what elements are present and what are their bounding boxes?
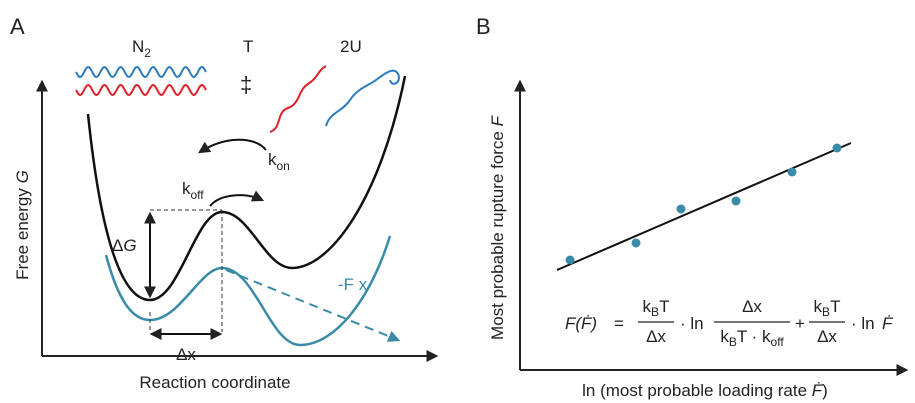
y-axis-title-symbol: G [13, 170, 32, 183]
point [787, 167, 797, 177]
state-text: N [132, 37, 144, 56]
x-axis-title: Reaction coordinate [139, 373, 290, 392]
panel-label: A [10, 14, 25, 39]
transition-symbol: ‡ [240, 72, 252, 97]
force-label: -F x [338, 275, 368, 294]
x-axis-title-symbol: Ḟ [812, 381, 824, 400]
unfolded-strand [325, 69, 400, 127]
sub: B [822, 305, 830, 319]
x-axis-title-close: ) [822, 381, 828, 400]
delta-g-label: ΔG [112, 236, 137, 255]
kon-label: kon [268, 150, 290, 173]
formula-lhs: F(Ḟ) [565, 314, 597, 333]
formula-plus: + [795, 314, 805, 333]
formula: F(Ḟ) = kBT Δx · ln Δx kBT · koff + kBT Δ… [565, 297, 894, 349]
formula-num: kBT [643, 297, 670, 319]
native-strand [75, 65, 207, 79]
formula-den: Δx [817, 327, 837, 346]
sub: B [651, 305, 659, 319]
t: T [659, 297, 669, 316]
k: k [720, 327, 729, 346]
x-axis-title-text: ln (most probable loading rate [582, 381, 812, 400]
y-axis-title-text: Free energy [13, 183, 32, 279]
point [676, 204, 686, 214]
k: k [814, 297, 823, 316]
energy-curve [86, 75, 407, 302]
delta-g-text: Δ [112, 236, 123, 255]
point [631, 238, 641, 248]
native-strand [75, 83, 207, 97]
koff-sub: off [191, 188, 205, 202]
panel-a: A Free energy G Reaction coordinate N2 T… [10, 14, 439, 392]
delta-g-symbol: G [123, 236, 136, 255]
unfolded-strand [269, 65, 327, 133]
point [565, 255, 575, 265]
k: k [643, 297, 652, 316]
sub: B [729, 335, 737, 349]
points [565, 143, 842, 265]
tilted-energy-curve [104, 235, 392, 347]
formula-den: Δx [646, 327, 666, 346]
delta-x-label: Δx [176, 345, 196, 364]
sub: off [771, 335, 785, 349]
state-native: N2 [132, 37, 151, 60]
y-axis-title: Free energy G [13, 170, 32, 280]
formula-num: kBT [814, 297, 841, 319]
state-sub: 2 [144, 46, 151, 60]
force-arrow [225, 269, 401, 342]
kon-text: k [268, 150, 277, 169]
formula-op: · ln [680, 314, 704, 333]
kon-sub: on [277, 159, 290, 173]
point [832, 143, 842, 153]
formula-num: Δx [742, 297, 762, 316]
point [731, 196, 741, 206]
fit-line [556, 142, 852, 271]
y-axis-title: Most probable rupture force F [488, 114, 507, 340]
formula-op: · ln [851, 314, 875, 333]
t: T [830, 297, 840, 316]
y-axis-title-text: Most probable rupture force [488, 126, 507, 340]
formula-equals: = [614, 314, 624, 333]
koff-arrow [209, 190, 265, 207]
formula-rhs: Ḟ [882, 314, 894, 333]
kon-arrow [197, 138, 267, 154]
panel-b: B Most probable rupture force F ln (most… [476, 14, 909, 400]
koff-text: k [182, 179, 191, 198]
state-transition: T [243, 37, 253, 56]
state-unfolded: 2U [340, 37, 362, 56]
panel-label: B [476, 14, 491, 39]
y-axis-title-symbol: F [488, 114, 507, 126]
t: T · k [737, 327, 771, 346]
koff-label: koff [182, 179, 204, 202]
formula-den: kBT · koff [720, 327, 784, 349]
x-axis-title: ln (most probable loading rate Ḟ) [582, 381, 828, 400]
